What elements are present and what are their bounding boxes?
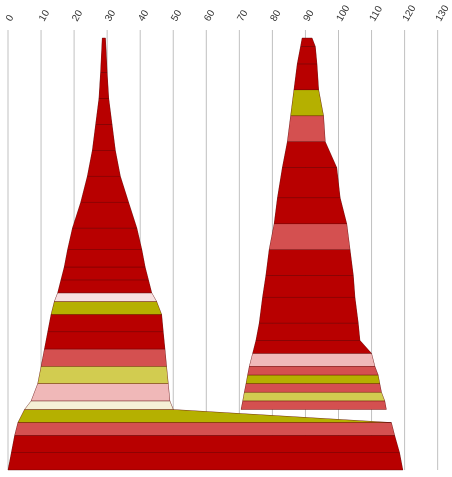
left-peak-band: [54, 292, 158, 302]
x-tick-label: 50: [169, 8, 184, 24]
right-peak-band: [296, 46, 318, 65]
left-peak-band: [47, 314, 164, 332]
right-peak-band: [287, 115, 326, 142]
left-peak-band: [80, 175, 129, 203]
left-peak-band: [11, 435, 400, 453]
right-peak-band: [258, 297, 359, 324]
x-tick-label: 30: [103, 8, 118, 24]
left-peak-band: [40, 348, 167, 367]
right-peak-band: [244, 383, 382, 393]
left-peak-band: [98, 72, 110, 99]
right-peak-band: [268, 223, 351, 250]
left-peak-band: [24, 400, 174, 410]
x-tick-label: 60: [202, 8, 217, 24]
left-peak-band: [95, 98, 113, 125]
right-peak-band: [282, 141, 338, 168]
right-peak-band: [300, 37, 316, 47]
left-peak-band: [44, 331, 166, 350]
x-tick-label: 70: [235, 8, 250, 24]
x-tick-label: 80: [268, 8, 283, 24]
right-peak-band: [252, 340, 373, 354]
left-peak-band: [50, 301, 162, 315]
left-peak-band: [60, 266, 149, 281]
right-peak-band: [265, 249, 354, 276]
left-peak-band: [7, 452, 404, 471]
left-peak-band: [14, 422, 395, 436]
x-tick-label: 90: [302, 8, 317, 24]
x-tick-label: 100: [335, 3, 353, 23]
left-peak-band: [72, 201, 138, 229]
right-peak-band: [242, 392, 386, 402]
x-tick-label: 130: [434, 3, 452, 23]
right-peak-band: [245, 374, 381, 384]
right-peak-band: [290, 89, 324, 117]
left-peak-band: [30, 383, 171, 402]
left-peak-band: [100, 37, 108, 73]
x-axis-ticks: 0 10 20 30 40 50 60 70 80 90 100 110 120 130: [4, 3, 452, 23]
left-peak-band: [57, 279, 153, 294]
x-tick-label: 120: [401, 3, 419, 23]
right-peak-band: [293, 63, 319, 91]
left-peak-band: [87, 150, 121, 177]
x-tick-label: 20: [70, 8, 85, 24]
left-peak-band: [63, 249, 146, 268]
x-tick-label: 0: [4, 13, 17, 24]
plot-area: [7, 37, 404, 471]
x-tick-label: 110: [368, 4, 386, 24]
left-peak-band: [67, 227, 143, 250]
left-peak-band: [37, 366, 169, 384]
right-peak-band: [255, 322, 361, 341]
left-peak-band: [92, 124, 116, 151]
right-peak-band: [249, 353, 376, 367]
right-peak-band: [247, 366, 379, 376]
x-tick-label: 40: [136, 8, 151, 24]
right-peak-band: [240, 400, 387, 410]
right-peak-band: [262, 275, 356, 298]
x-tick-label: 10: [37, 8, 52, 24]
right-peak-band: [273, 197, 348, 225]
left-peak-band: [17, 409, 392, 423]
right-peak-band: [277, 167, 341, 199]
